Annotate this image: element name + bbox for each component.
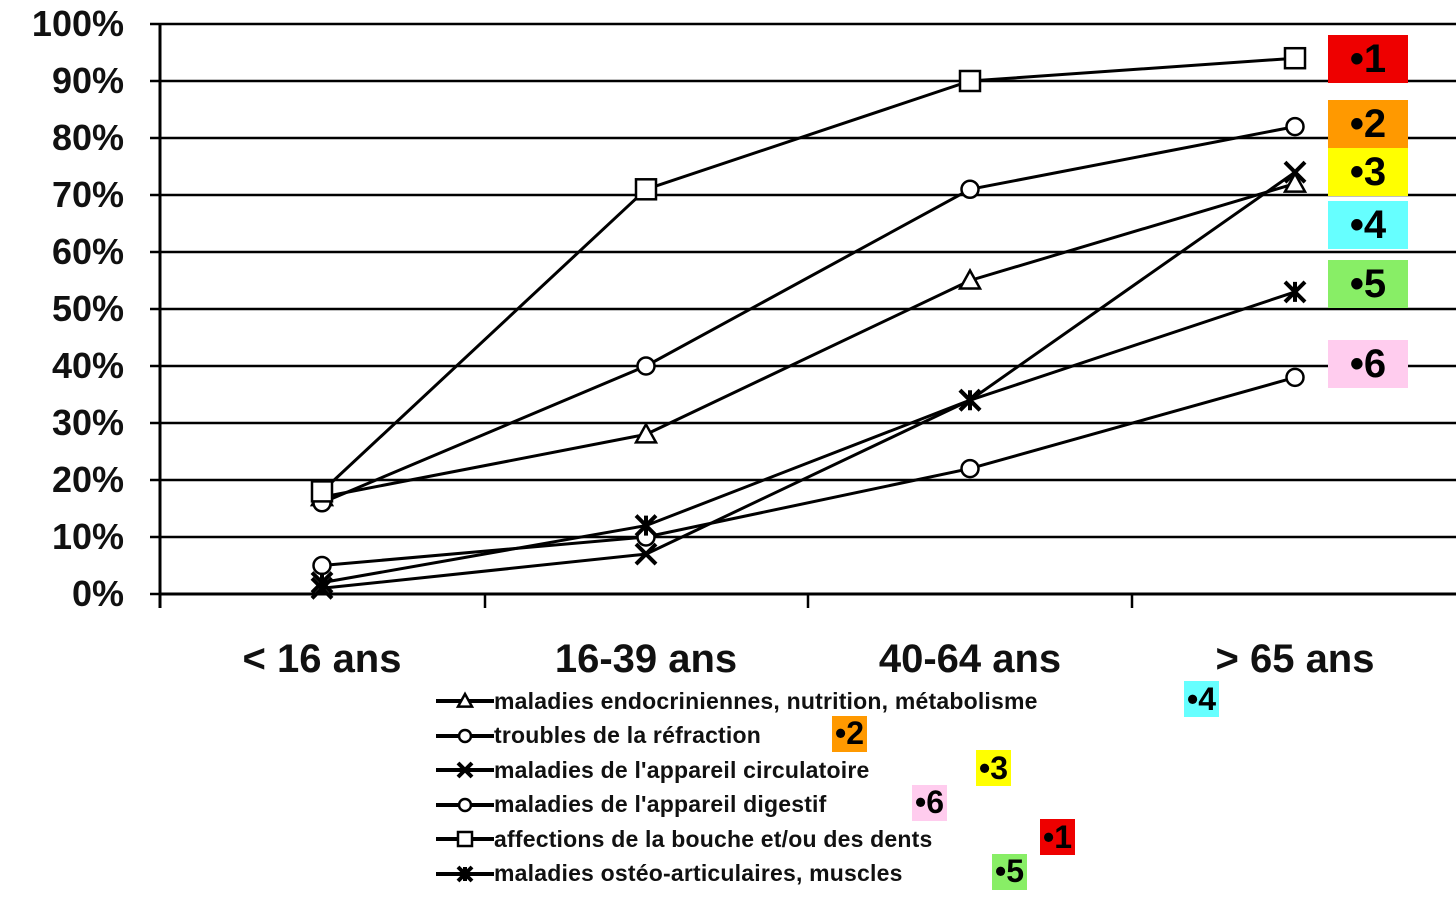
legend-rank-badge: •4 (1184, 681, 1219, 717)
y-tick-label: 0% (72, 573, 124, 614)
legend-rank-badge: •2 (832, 715, 867, 752)
data-point (1282, 171, 1308, 193)
data-point (960, 179, 980, 200)
x-tick-label: 16-39 ans (555, 637, 737, 680)
data-point (634, 514, 658, 538)
data-point (456, 831, 474, 848)
side-rank-badge: •3 (1328, 148, 1408, 196)
data-point (310, 571, 334, 595)
y-tick-label: 20% (52, 459, 124, 500)
legend-item: maladies endocriniennes, nutrition, méta… (436, 681, 1236, 719)
data-point (312, 555, 332, 576)
data-point (1283, 160, 1307, 184)
data-point (310, 480, 334, 503)
series-line (321, 182, 1296, 499)
data-point (456, 761, 474, 779)
legend-swatch (436, 691, 494, 709)
legend-rank-badge: •5 (992, 853, 1027, 890)
y-tick-label: 90% (52, 60, 124, 101)
y-tick-label: 30% (52, 402, 124, 443)
legend-label: affections de la bouche et/ou des dents (494, 825, 933, 852)
legend-label: maladies endocriniennes, nutrition, méta… (494, 687, 1038, 714)
series-line (321, 125, 1296, 505)
data-point (634, 178, 658, 201)
side-rank-badge: •2 (1328, 100, 1408, 148)
legend-label: maladies de l'appareil digestif (494, 791, 827, 818)
legend-label: maladies ostéo-articulaires, muscles (494, 860, 903, 887)
series-line (320, 56, 1296, 493)
legend-rank-badge: •1 (1040, 819, 1075, 855)
y-tick-label: 10% (52, 516, 124, 557)
legend-rank-badge: •6 (912, 784, 947, 821)
legend-item: maladies de l'appareil circulatoire •3 (436, 750, 1236, 788)
series-line (321, 290, 1296, 585)
y-tick-label: 80% (52, 117, 124, 158)
legend-item: troubles de la réfraction •2 (436, 715, 1236, 754)
x-tick-label: 40-64 ans (879, 637, 1061, 680)
data-point (960, 458, 980, 479)
data-point (1285, 367, 1305, 388)
data-point (1283, 280, 1307, 304)
side-rank-badge: •6 (1328, 340, 1408, 388)
legend-swatch (436, 831, 494, 848)
x-tick-label: > 65 ans (1215, 637, 1374, 680)
data-point (633, 421, 659, 444)
y-tick-label: 40% (52, 345, 124, 386)
data-point (457, 728, 473, 743)
data-point (455, 691, 475, 709)
y-tick-label: 60% (52, 231, 124, 272)
legend-swatch (436, 728, 494, 743)
legend-item: affections de la bouche et/ou des dents •… (436, 819, 1236, 857)
legend: maladies endocriniennes, nutrition, méta… (436, 681, 1236, 892)
legend-swatch (436, 797, 494, 812)
x-tick-label: < 16 ans (242, 637, 401, 680)
side-rank-badge: •4 (1328, 201, 1408, 249)
legend-swatch (436, 761, 494, 779)
data-point (636, 356, 656, 376)
line-chart: 0% 10% 20% 30% 40% 50% 60% 70% 80% 90% 100% < 16 an… (32, 3, 1456, 680)
legend-item: maladies ostéo-articulaires, muscles •5 (436, 853, 1236, 892)
side-rank-badge: •1 (1328, 35, 1408, 83)
data-point (958, 388, 982, 412)
data-point (456, 865, 474, 883)
data-point (457, 797, 473, 812)
data-point (958, 69, 982, 93)
data-point (1283, 46, 1307, 70)
legend-rank-badge: •3 (976, 750, 1011, 786)
legend-item: maladies de l'appareil digestif •6 (436, 784, 1236, 823)
side-rank-badge: •5 (1328, 260, 1408, 308)
y-tick-label: 100% (32, 3, 124, 44)
y-tick-label: 50% (52, 288, 124, 329)
data-point (634, 542, 658, 566)
legend-label: maladies de l'appareil circulatoire (494, 756, 870, 783)
legend-swatch (436, 865, 494, 883)
legend-label: troubles de la réfraction (494, 722, 762, 749)
data-point (957, 267, 983, 290)
series-line (321, 375, 1296, 567)
series-line (321, 170, 1296, 590)
data-point (1285, 116, 1305, 137)
y-tick-label: 70% (52, 174, 124, 215)
